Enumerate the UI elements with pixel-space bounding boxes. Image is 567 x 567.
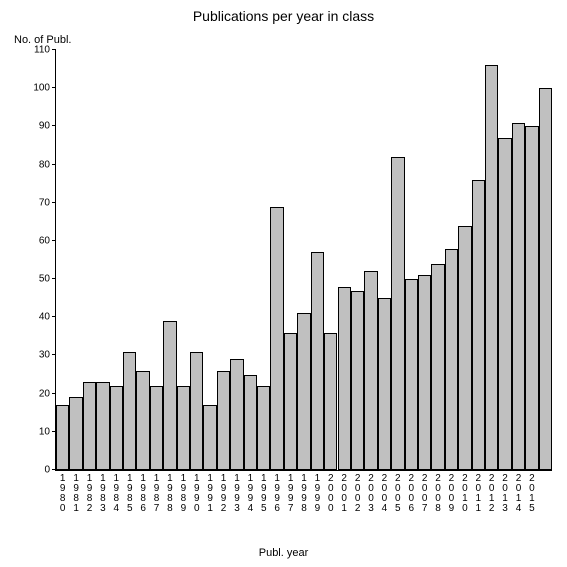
bar: [364, 271, 377, 470]
bar: [324, 333, 337, 470]
chart-title: Publications per year in class: [0, 8, 567, 24]
bar: [539, 88, 552, 470]
bar: [163, 321, 176, 470]
x-tick-label: 2011: [473, 474, 483, 514]
x-tick-label: 1998: [299, 474, 309, 514]
y-tick-mark: [52, 278, 56, 279]
x-tick-label: 1992: [219, 474, 229, 514]
bar: [110, 386, 123, 470]
x-tick-label: 1982: [85, 474, 95, 514]
bar: [418, 275, 431, 470]
x-tick-label: 1984: [111, 474, 121, 514]
y-tick-label: 0: [44, 465, 50, 476]
y-tick-mark: [52, 240, 56, 241]
x-tick-label: 2005: [393, 474, 403, 514]
y-tick-label: 20: [39, 388, 50, 399]
y-tick-label: 10: [39, 426, 50, 437]
x-tick-label: 1987: [152, 474, 162, 514]
bar: [217, 371, 230, 470]
y-tick-mark: [52, 125, 56, 126]
y-tick-label: 30: [39, 350, 50, 361]
y-tick-label: 40: [39, 312, 50, 323]
bar: [270, 207, 283, 470]
x-tick-label: 2002: [353, 474, 363, 514]
x-tick-label: 2010: [460, 474, 470, 514]
y-tick-mark: [52, 202, 56, 203]
bar: [284, 333, 297, 470]
x-tick-label: 1999: [312, 474, 322, 514]
plot-area: 0102030405060708090100110198019811982198…: [55, 50, 552, 471]
x-tick-label: 2003: [366, 474, 376, 514]
bar: [96, 382, 109, 470]
bar: [405, 279, 418, 470]
x-tick-label: 2004: [379, 474, 389, 514]
x-axis-label: Publ. year: [0, 547, 567, 559]
bar: [525, 126, 538, 470]
x-tick-label: 2007: [420, 474, 430, 514]
x-tick-label: 2009: [446, 474, 456, 514]
x-tick-label: 1991: [205, 474, 215, 514]
chart-container: Publications per year in class No. of Pu…: [0, 0, 567, 567]
y-tick-mark: [52, 164, 56, 165]
y-tick-mark: [52, 354, 56, 355]
bar: [297, 313, 310, 470]
bar: [136, 371, 149, 470]
bar: [485, 65, 498, 470]
y-tick-mark: [52, 393, 56, 394]
x-tick-label: 2013: [500, 474, 510, 514]
x-tick-label: 1995: [259, 474, 269, 514]
bar: [83, 382, 96, 470]
bar: [230, 359, 243, 470]
y-tick-label: 100: [33, 83, 50, 94]
bar: [203, 405, 216, 470]
x-tick-label: 1994: [245, 474, 255, 514]
y-tick-label: 70: [39, 197, 50, 208]
bar: [69, 397, 82, 470]
bar: [512, 123, 525, 470]
bar: [431, 264, 444, 470]
y-tick-label: 90: [39, 121, 50, 132]
x-tick-label: 1986: [138, 474, 148, 514]
x-tick-label: 1993: [232, 474, 242, 514]
x-tick-label: 1981: [71, 474, 81, 514]
x-tick-label: 1985: [125, 474, 135, 514]
y-tick-mark: [52, 87, 56, 88]
x-tick-label: 2000: [326, 474, 336, 514]
bar: [445, 249, 458, 470]
bar: [190, 352, 203, 470]
y-tick-label: 60: [39, 235, 50, 246]
x-tick-label: 2006: [406, 474, 416, 514]
bar: [311, 252, 324, 470]
y-tick-label: 50: [39, 274, 50, 285]
bar: [244, 375, 257, 470]
bar: [177, 386, 190, 470]
x-tick-label: 2012: [487, 474, 497, 514]
y-tick-mark: [52, 49, 56, 50]
x-tick-label: 2001: [339, 474, 349, 514]
bar: [472, 180, 485, 470]
x-tick-label: 1989: [178, 474, 188, 514]
bar: [338, 287, 351, 470]
y-tick-label: 80: [39, 159, 50, 170]
bar: [123, 352, 136, 470]
bar: [56, 405, 69, 470]
bar: [378, 298, 391, 470]
x-tick-label: 1997: [286, 474, 296, 514]
x-tick-label: 1996: [272, 474, 282, 514]
x-tick-label: 1990: [192, 474, 202, 514]
x-tick-label: 1988: [165, 474, 175, 514]
x-tick-label: 1983: [98, 474, 108, 514]
bar: [150, 386, 163, 470]
x-tick-label: 2015: [527, 474, 537, 514]
bar: [257, 386, 270, 470]
bar: [351, 291, 364, 470]
y-tick-label: 110: [34, 45, 50, 56]
x-tick-label: 1980: [58, 474, 68, 514]
bar: [458, 226, 471, 470]
y-tick-mark: [52, 316, 56, 317]
x-tick-label: 2014: [513, 474, 523, 514]
x-tick-label: 2008: [433, 474, 443, 514]
bar: [498, 138, 511, 470]
bar: [391, 157, 404, 470]
